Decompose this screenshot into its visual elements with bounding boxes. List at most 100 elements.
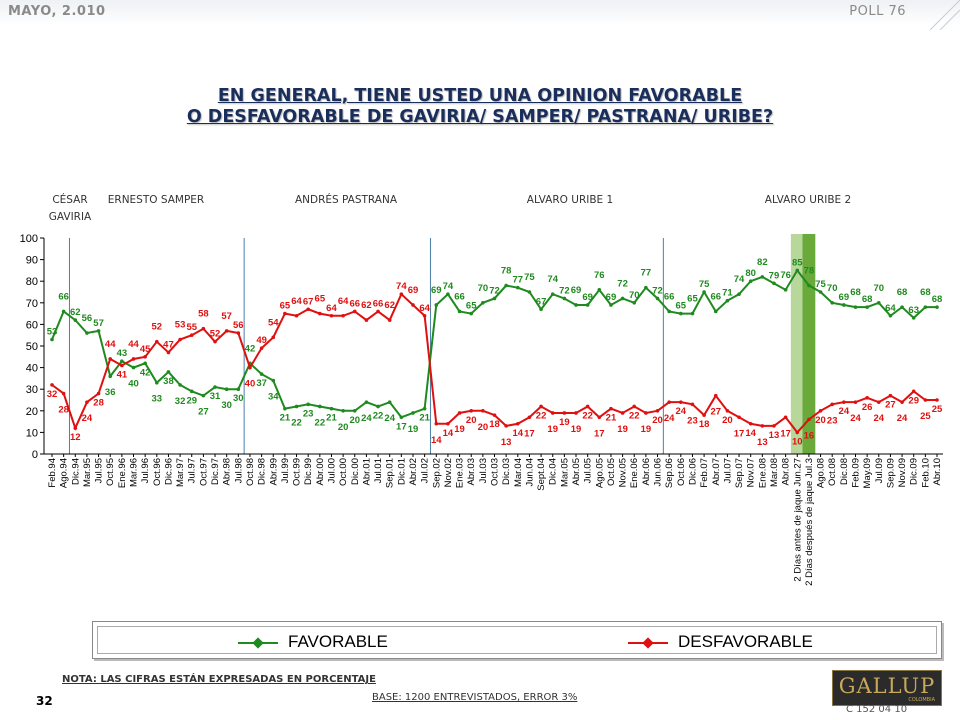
data-point-favorable [655,296,660,301]
data-point-favorable [469,311,474,316]
x-tick-label: Jun.04 [524,458,535,487]
data-label-favorable: 29 [186,395,197,406]
data-point-desfavorable [201,326,206,331]
x-tick-label: Abr.06 [641,458,652,485]
y-tick-label: 50 [26,341,38,353]
data-label-desfavorable: 65 [315,294,326,305]
data-point-desfavorable [236,331,241,335]
data-point-favorable [120,359,124,363]
legend: FAVORABLE DESFAVORABLE [92,621,942,659]
data-point-desfavorable [399,292,404,296]
x-tick-label: Sep.07 [734,458,745,488]
data-point-favorable [807,283,811,288]
data-point-desfavorable [271,335,276,340]
gallup-logo: GALLUP COLOMBIA [832,670,942,706]
x-tick-label: Jul.00 [326,458,337,483]
data-label-favorable: 20 [338,422,349,433]
data-point-desfavorable [620,411,625,415]
x-tick-label: Ene.96 [117,458,128,488]
legend-marker-desfavorable [628,637,668,649]
x-tick-label: Dic.97 [210,458,221,485]
data-point-favorable [772,281,776,286]
data-point-desfavorable [259,346,264,350]
data-label-desfavorable: 23 [827,415,838,426]
data-point-favorable [702,290,706,294]
data-label-desfavorable: 53 [175,320,186,331]
data-point-desfavorable [807,417,811,422]
y-tick-label: 10 [26,427,38,439]
data-point-favorable [632,301,637,305]
data-point-desfavorable [609,406,613,411]
data-point-desfavorable [61,391,66,396]
data-label-desfavorable: 14 [443,428,454,439]
period-label-gaviria: CÉSAR GAVIRIA [48,194,92,223]
data-point-desfavorable [772,424,776,428]
data-point-favorable [481,301,485,305]
data-label-desfavorable: 20 [478,422,489,433]
legend-label-favorable: FAVORABLE [288,632,388,651]
data-label-desfavorable: 19 [571,424,582,435]
x-tick-label: Jul.98 [233,458,244,483]
data-label-desfavorable: 13 [501,437,512,448]
data-point-desfavorable [248,365,252,370]
data-label-favorable: 17 [396,421,407,432]
data-label-favorable: 24 [361,413,372,424]
data-label-favorable: 77 [513,275,524,286]
data-label-desfavorable: 17 [734,428,745,439]
data-point-desfavorable [155,339,159,344]
data-point-favorable [236,387,241,391]
data-label-desfavorable: 64 [291,296,302,307]
data-point-desfavorable [213,339,217,344]
data-label-desfavorable: 44 [105,339,116,350]
chart-title-line2: O DESFAVORABLE DE GAVIRIA/ SAMPER/ PASTR… [186,107,774,127]
data-point-desfavorable [830,402,834,407]
data-label-desfavorable: 64 [419,303,430,314]
x-tick-label: Oct.00 [338,458,349,486]
data-point-favorable [737,292,741,296]
data-point-desfavorable [795,430,800,435]
data-point-desfavorable [504,424,508,428]
data-point-desfavorable [50,383,54,387]
data-point-favorable [644,285,648,290]
data-label-desfavorable: 26 [862,402,873,413]
data-label-desfavorable: 44 [128,339,139,350]
x-tick-label: Jul.97 [187,458,198,483]
x-tick-label: Feb.09 [850,458,861,488]
data-label-favorable: 37 [256,378,267,389]
data-point-favorable [865,305,869,309]
data-point-favorable [457,309,462,314]
data-label-desfavorable: 13 [757,437,768,448]
data-point-favorable [923,305,928,309]
data-point-desfavorable [539,404,543,409]
x-tick-label: Ene.06 [629,458,640,488]
data-label-desfavorable: 24 [850,413,861,424]
data-label-favorable: 42 [245,343,256,354]
data-label-desfavorable: 20 [466,415,477,426]
data-point-favorable [818,290,823,294]
data-point-favorable [713,309,718,314]
x-tick-label: Mar.05 [559,458,570,487]
data-point-favorable [550,292,555,296]
x-tick-label: Mar.04 [513,458,524,487]
data-point-favorable [504,283,508,288]
period-label-pastrana: ANDRÉS PASTRANA [294,194,398,206]
data-point-favorable [259,372,264,376]
x-tick-label: Dic.99 [303,458,314,485]
x-tick-label: Mar.08 [769,458,780,487]
data-point-desfavorable [679,400,683,404]
x-tick-label: 2 Días después de jaque Jul.3 [804,458,815,586]
data-point-desfavorable [702,413,706,417]
x-tick-label: Oct.08 [827,458,838,486]
data-point-favorable [189,389,194,394]
data-label-favorable: 43 [117,348,128,359]
data-point-desfavorable [166,350,171,355]
data-label-desfavorable: 25 [920,411,931,422]
x-tick-label: Abr.99 [268,458,279,485]
data-label-favorable: 22 [373,410,384,421]
y-tick-label: 90 [26,255,38,267]
data-point-favorable [760,275,765,279]
data-point-desfavorable [85,400,89,404]
data-point-desfavorable [865,396,869,400]
document-code: C 152 04 10 [846,704,908,715]
